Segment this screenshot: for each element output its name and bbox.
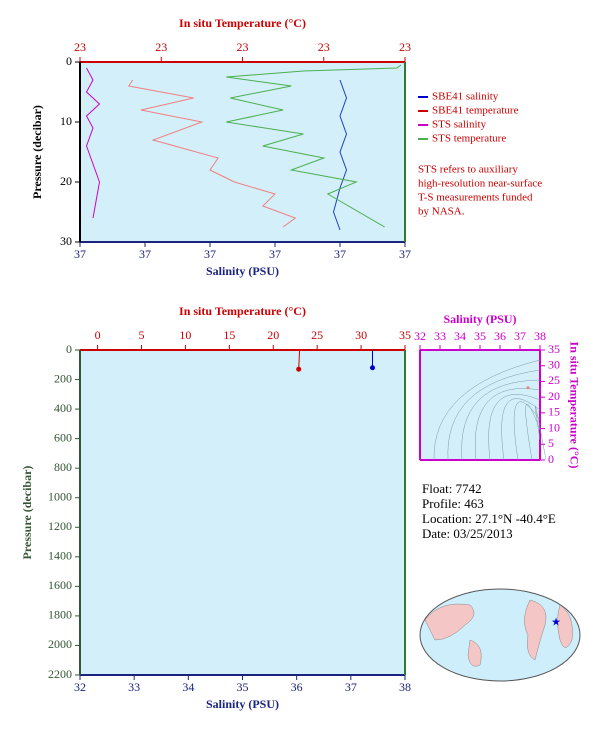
x2-tick-label: 23 [155,40,167,54]
float-info: Location: 27.1°N -40.4°E [422,511,556,526]
x2-tick-label: 35 [399,328,411,342]
float-info: Date: 03/25/2013 [422,526,513,541]
y-tick-label: 0 [66,54,72,68]
y-tick-label: 400 [54,401,72,415]
y-tick-label: 1600 [48,578,72,592]
legend-label: SBE41 salinity [432,91,499,103]
y-tick-label: 0 [548,452,554,466]
density-contour [447,369,541,461]
x-tick-label: 33 [128,680,140,694]
legend-label: STS salinity [432,119,487,131]
y-tick-label: 2000 [48,637,72,651]
x2-tick-label: 30 [355,328,367,342]
x2-tick-label: 5 [138,328,144,342]
y-tick-label: 20 [548,389,560,403]
density-contour [461,379,541,461]
y-tick-label: 2200 [48,667,72,681]
x-tick-label: 36 [494,329,506,343]
y-tick-label: 30 [548,357,560,371]
x2-tick-label: 10 [179,328,191,342]
note: high-resolution near-surface [418,178,542,190]
x2-tick-label: 23 [399,40,411,54]
profile-line [298,349,301,370]
y-tick-label: 1000 [48,489,72,503]
y-tick-label: 800 [54,460,72,474]
x2-tick-label: 15 [223,328,235,342]
profile-line [332,79,348,231]
x-tick-label: 33 [434,329,446,343]
x2-tick-label: 20 [267,328,279,342]
x-tick-label: 34 [454,329,466,343]
x-tick-label: 35 [474,329,486,343]
x-tick-label: 36 [291,680,303,694]
x-tick-label: 37 [139,247,151,261]
x-axis-label: Salinity (PSU) [206,697,279,711]
profile-line [127,79,297,228]
y-axis-label: Pressure (decibar) [30,105,44,199]
x-tick-label: 32 [414,329,426,343]
x2-axis-label: In situ Temperature (°C) [179,16,306,30]
y-tick-label: 20 [60,174,72,188]
x2-tick-label: 23 [74,40,86,54]
x-tick-label: 37 [204,247,216,261]
y-axis-label: In situ Temperature (°C) [567,342,581,469]
x-axis-label: Salinity (PSU) [206,264,279,278]
x-tick-label: 35 [237,680,249,694]
profile-line [85,67,101,219]
y-tick-label: 25 [548,373,560,387]
density-contour [534,405,547,461]
y-axis-label: Pressure (decibar) [20,466,34,560]
plot-area [80,350,405,675]
y-tick-label: 1400 [48,549,72,563]
note: STS refers to auxiliary [418,164,518,176]
density-contour [513,401,541,461]
x2-tick-label: 25 [311,328,323,342]
note: by NASA. [418,206,465,218]
y-tick-label: 35 [548,342,560,356]
x-tick-label: 38 [534,329,546,343]
x-tick-label: 37 [399,247,411,261]
y-tick-label: 10 [60,114,72,128]
x-tick-label: 37 [269,247,281,261]
y-tick-label: 1200 [48,519,72,533]
profile-line [226,64,402,228]
y-tick-label: 15 [548,405,560,419]
x2-axis-label: In situ Temperature (°C) [179,304,306,318]
density-contour [474,388,541,461]
x2-tick-label: 23 [237,40,249,54]
x-tick-label: 37 [74,247,86,261]
world-map: ★ [419,588,581,682]
x-tick-label: 37 [514,329,526,343]
y-tick-label: 5 [548,436,554,450]
note: T-S measurements funded [418,192,533,204]
x-tick-label: 37 [334,247,346,261]
plot-area [420,350,540,460]
float-info: Float: 7742 [422,481,482,496]
y-tick-label: 1800 [48,608,72,622]
plot-area [80,62,405,242]
profile-end [370,365,375,371]
profile-end [296,366,302,372]
x2-tick-label: 0 [95,328,101,342]
y-tick-label: 0 [66,342,72,356]
y-tick-label: 600 [54,430,72,444]
density-contour [433,359,541,461]
y-tick-label: 30 [60,234,72,248]
ts-point [526,386,530,390]
x2-tick-label: 23 [318,40,330,54]
legend-label: STS temperature [432,133,506,145]
y-tick-label: 10 [548,420,560,434]
float-location: ★ [551,617,561,629]
float-info: Profile: 463 [422,496,484,511]
x-axis-label: Salinity (PSU) [443,312,516,326]
x-tick-label: 38 [399,680,411,694]
x-tick-label: 32 [74,680,86,694]
x-tick-label: 34 [182,680,194,694]
y-tick-label: 200 [54,371,72,385]
x-tick-label: 37 [345,680,357,694]
density-contour [525,404,541,461]
legend-label: SBE41 temperature [432,105,519,117]
density-contour [488,394,541,461]
